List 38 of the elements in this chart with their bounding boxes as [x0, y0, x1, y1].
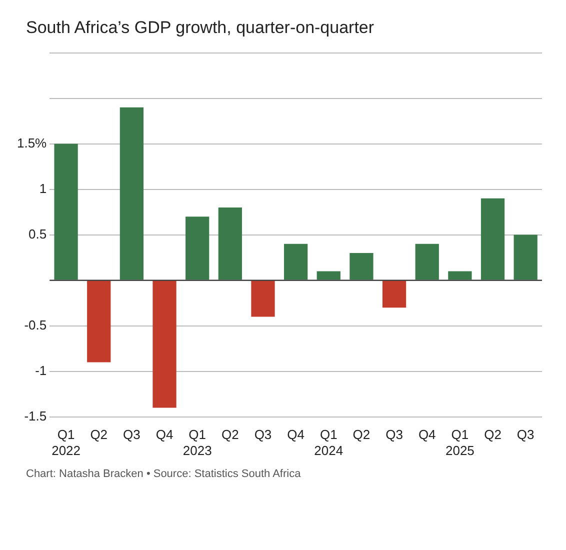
- x-tick-label: Q1 2024: [314, 427, 344, 458]
- bar: [316, 271, 340, 280]
- y-tick-label: 0.5: [28, 226, 47, 242]
- y-tick-label: -0.5: [24, 317, 47, 332]
- x-tick-label: Q4: [156, 427, 174, 442]
- bar: [382, 280, 406, 308]
- x-tick-label: Q1 2023: [182, 427, 212, 458]
- x-tick-label: Q1 2025: [445, 427, 474, 458]
- bar: [152, 280, 176, 408]
- x-tick-label: Q4: [287, 427, 304, 442]
- x-tick-label: Q1 2022: [52, 427, 81, 458]
- x-tick-label: Q3: [516, 427, 534, 442]
- bar: [448, 271, 472, 280]
- x-tick-label: Q3: [123, 427, 140, 442]
- bar: [218, 208, 242, 280]
- bar: [251, 280, 275, 317]
- bar: [480, 198, 505, 280]
- bar: [350, 253, 374, 280]
- x-tick-label: Q3: [386, 427, 403, 442]
- y-tick-label: 1.5%: [16, 135, 48, 150]
- bar: [186, 216, 210, 280]
- text: Chart: Natasha Bracken • Source: Statistics South Africa: [26, 468, 302, 480]
- y-tick-label: 1: [39, 180, 47, 196]
- bar: [514, 234, 538, 280]
- x-tick-label: Q2: [221, 427, 239, 442]
- x-tick-label: Q2: [352, 427, 370, 442]
- x-tick-label: Q4: [418, 427, 436, 442]
- bar: [120, 107, 144, 280]
- bar: [284, 244, 308, 280]
- x-tick-label: Q2: [90, 427, 108, 442]
- bar: [415, 244, 439, 280]
- chart-title: South Africa’s GDP growth, quarter-on-quarter: [26, 18, 376, 38]
- bar: [87, 280, 111, 362]
- x-tick-label: Q2: [484, 427, 502, 442]
- x-tick-label: Q3: [254, 427, 272, 442]
- bar: [54, 144, 78, 280]
- y-tick-label: -1: [35, 362, 47, 378]
- y-tick-label: -1.5: [24, 408, 47, 424]
